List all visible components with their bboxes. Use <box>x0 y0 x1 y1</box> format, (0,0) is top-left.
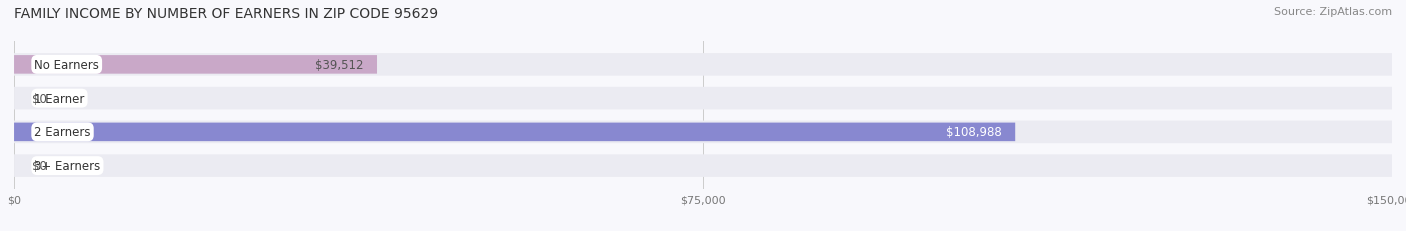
Text: 3+ Earners: 3+ Earners <box>34 159 100 172</box>
Text: $108,988: $108,988 <box>946 126 1001 139</box>
Text: FAMILY INCOME BY NUMBER OF EARNERS IN ZIP CODE 95629: FAMILY INCOME BY NUMBER OF EARNERS IN ZI… <box>14 7 439 21</box>
Text: Source: ZipAtlas.com: Source: ZipAtlas.com <box>1274 7 1392 17</box>
Text: 1 Earner: 1 Earner <box>34 92 84 105</box>
FancyBboxPatch shape <box>14 155 1392 177</box>
FancyBboxPatch shape <box>14 56 377 74</box>
FancyBboxPatch shape <box>14 88 1392 110</box>
Text: 2 Earners: 2 Earners <box>34 126 91 139</box>
Text: $0: $0 <box>32 159 48 172</box>
FancyBboxPatch shape <box>14 54 1392 76</box>
FancyBboxPatch shape <box>14 123 1015 142</box>
Text: $0: $0 <box>32 92 48 105</box>
Text: $39,512: $39,512 <box>315 59 363 72</box>
FancyBboxPatch shape <box>14 121 1392 143</box>
Text: No Earners: No Earners <box>34 59 100 72</box>
